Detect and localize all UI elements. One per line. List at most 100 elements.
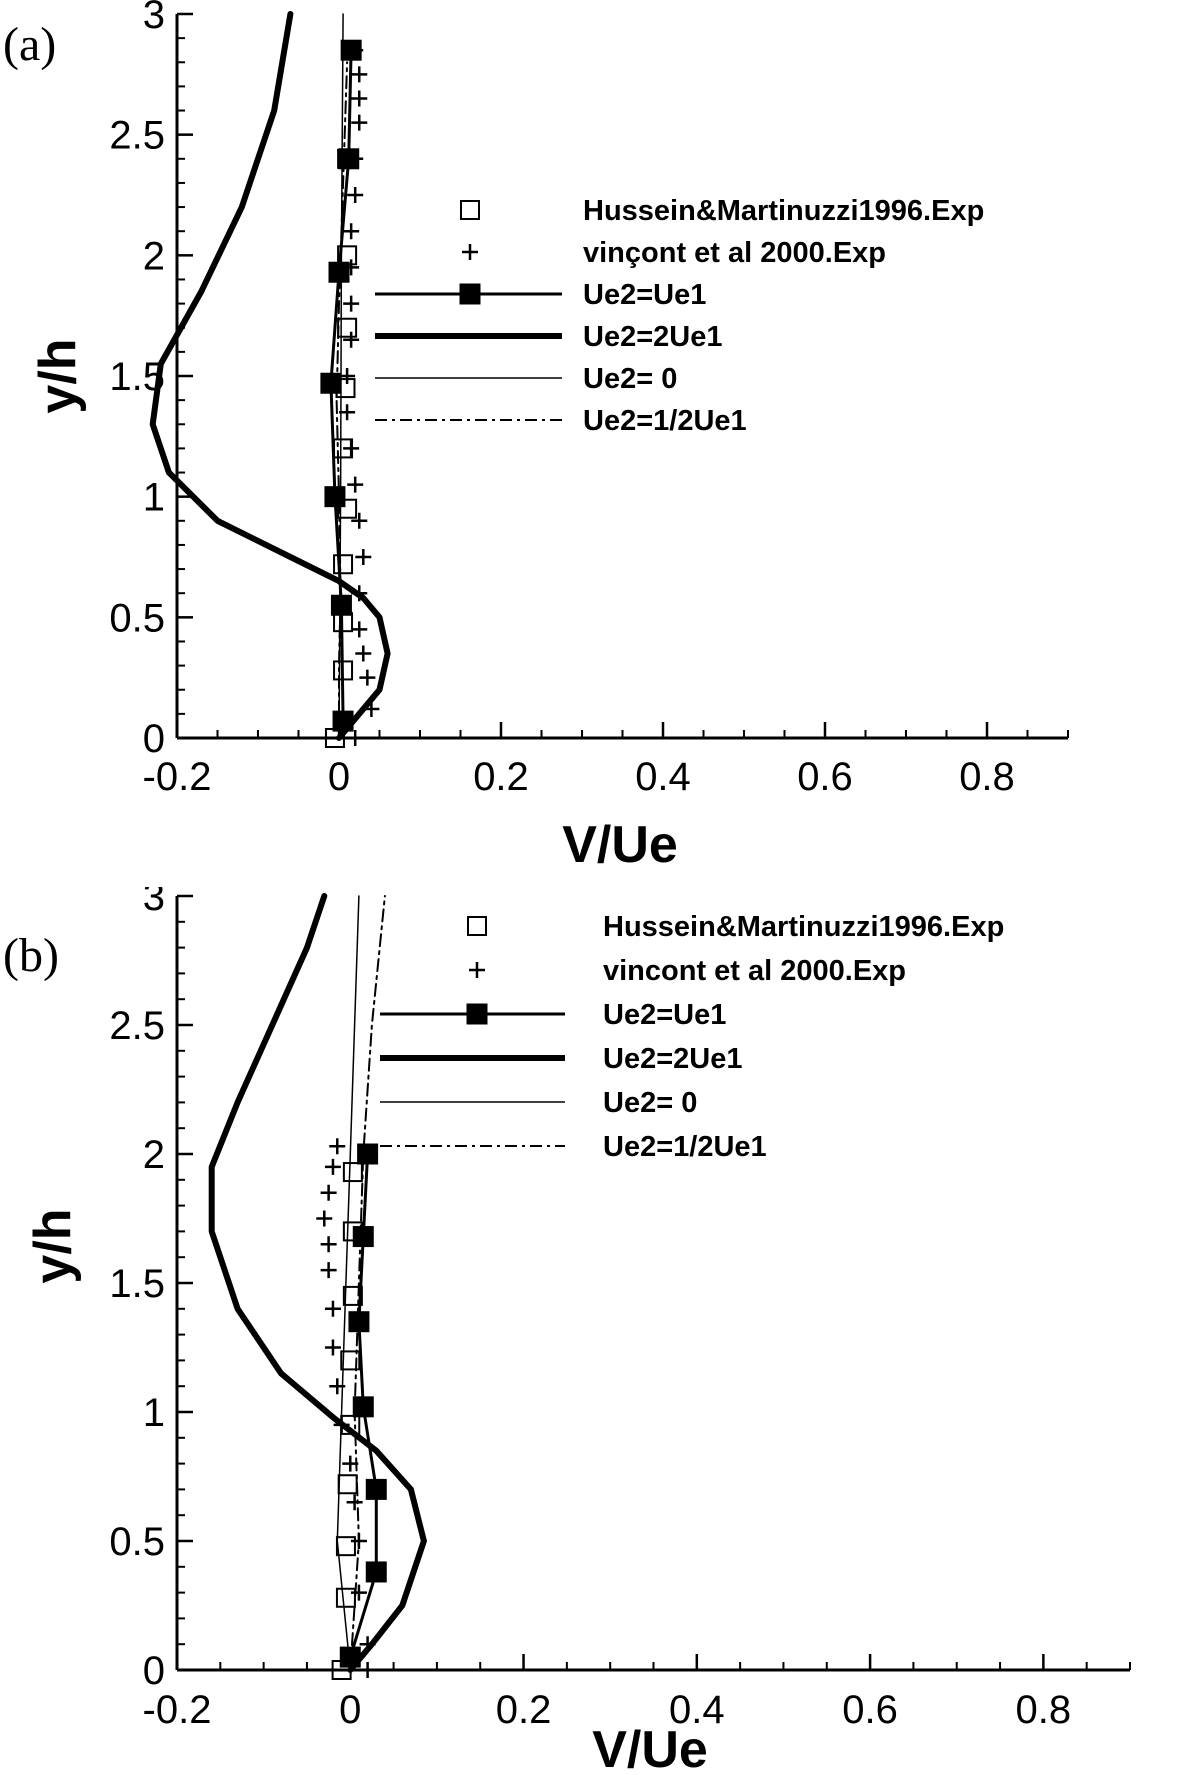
legend-label: Ue2=1/2Ue1	[603, 1131, 767, 1163]
data-point-open-square	[335, 1536, 356, 1557]
data-point-plus	[355, 645, 372, 662]
x-tick-label: 0.6	[842, 1688, 898, 1732]
series-line-thick	[149, 11, 391, 741]
data-point-plus	[320, 1184, 337, 1201]
legend-label: Ue2=Ue1	[603, 999, 726, 1031]
data-point-plus	[343, 440, 360, 457]
x-tick-label: 0.8	[959, 755, 1015, 799]
x-tick-label: 0.4	[635, 755, 691, 799]
chart-svg-a: (a)-0.2 0 0.2 0.4 0.6 0.800.511.522.53V/Uey/h…	[3, 0, 1069, 874]
data-point-plus	[343, 331, 360, 348]
data-point-plus	[347, 730, 364, 746]
legend-entry: Ue2=2Ue1	[375, 321, 722, 353]
y-tick-label: 0.5	[109, 596, 165, 640]
y-tick-label: 0	[143, 1649, 165, 1693]
data-point-filled-square	[340, 39, 362, 61]
data-point-plus	[347, 187, 364, 203]
legend-marker-open-square	[467, 916, 487, 936]
data-point-open-square	[337, 1474, 358, 1495]
legend-label: Hussein&Martinuzzi1996.Exp	[583, 195, 984, 227]
legend-entry: Ue2=1/2Ue1	[375, 405, 747, 437]
data-point-plus	[351, 621, 368, 638]
x-tick-label: -0.2	[143, 1688, 212, 1732]
legend-marker-plus	[469, 962, 485, 978]
legend-entry: Ue2=Ue1	[375, 279, 706, 311]
data-point-filled-square	[365, 1561, 387, 1583]
data-point-filled-square	[324, 486, 346, 508]
x-axis-title: V/Ue	[562, 816, 678, 874]
data-point-plus	[320, 1236, 337, 1253]
data-point-plus	[351, 90, 368, 107]
data-point-open-square	[333, 554, 354, 575]
legend-marker-filled-square	[459, 283, 481, 305]
data-point-plus	[324, 1158, 341, 1175]
legend-label: Ue2=1/2Ue1	[583, 405, 747, 437]
x-tick-label: 0.6	[797, 755, 853, 799]
data-point-plus	[316, 1210, 333, 1227]
y-axis-title: y/h	[29, 338, 87, 413]
data-point-plus	[324, 1300, 341, 1317]
x-tick-label: 0.8	[1016, 1688, 1072, 1732]
data-point-plus	[351, 512, 368, 529]
data-point-plus	[351, 114, 368, 131]
data-point-plus	[355, 549, 372, 565]
series-thick	[149, 11, 391, 741]
data-point-plus	[350, 1584, 367, 1601]
series-dashdot	[335, 61, 349, 739]
data-point-plus	[329, 1138, 346, 1155]
data-point-open-square	[340, 1350, 361, 1371]
data-point-open-square	[337, 498, 358, 519]
data-point-plus	[339, 404, 356, 421]
y-tick-label: 2.5	[109, 114, 165, 158]
legend-label: vinçont et al 2000.Exp	[583, 237, 886, 269]
series-line-thick	[208, 893, 427, 1673]
series-dashdot	[349, 895, 386, 1671]
x-tick-label: 0	[339, 1688, 361, 1732]
data-point-open-square	[342, 1162, 363, 1183]
series-line-thin	[336, 895, 360, 1671]
chart-panel-b: (b) -0.2 0 0.2 0.4 0.6 0.8 0 0.5 1 1.5 2 2.5 3 V/Ue y/h…	[0, 887, 1200, 1774]
legend-entry: Hussein&Martinuzzi1996.Exp	[467, 911, 1004, 943]
y-tick-label: 2	[143, 234, 165, 278]
y-tick-label: 2	[143, 1133, 165, 1177]
legend-label: Hussein&Martinuzzi1996.Exp	[603, 911, 1004, 943]
y-tick-label: 0	[143, 717, 165, 761]
legend-entry: Ue2=1/2Ue1	[380, 1131, 767, 1163]
chart-panel-a: (a) -0.2 0 0.2 0.4 0.6 0.8 0 0.5 1 1.5 2 2.5 3 V/Ue y/h…	[0, 0, 1200, 887]
data-point-plus	[324, 1339, 341, 1356]
x-axis-title: V/Ue	[592, 1721, 708, 1774]
legend-marker-plus	[462, 244, 478, 260]
x-tick-label: 0.2	[496, 1688, 552, 1732]
legend-label: vincont et al 2000.Exp	[603, 955, 906, 987]
data-point-open-square	[342, 1285, 363, 1306]
data-point-plus	[347, 476, 364, 493]
legend-marker-filled-square	[466, 1003, 488, 1025]
y-tick-label: 3	[143, 887, 165, 919]
data-point-filled-square	[365, 1478, 387, 1500]
data-point-open-square	[335, 1587, 356, 1608]
x-tick-label: 0.2	[473, 755, 529, 799]
data-point-filled-square	[352, 1226, 374, 1248]
x-tick-label: 0	[328, 755, 350, 799]
y-tick-label: 0.5	[109, 1520, 165, 1564]
legend-entry: Ue2= 0	[380, 1087, 697, 1119]
legend-label: Ue2=2Ue1	[583, 321, 722, 353]
data-point-plus	[359, 1662, 376, 1678]
series-line-dashdot	[335, 61, 349, 739]
x-tick-label: 0.4	[669, 1688, 725, 1732]
legend-entry: Hussein&Martinuzzi1996.Exp	[460, 195, 984, 227]
series-thick	[208, 893, 427, 1673]
panel-label: (b)	[3, 929, 59, 982]
data-point-filled-square	[352, 1396, 374, 1418]
data-point-filled-square	[357, 1143, 379, 1165]
legend-marker-open-square	[460, 200, 480, 220]
data-point-plus	[359, 669, 376, 686]
y-tick-label: 3	[143, 0, 165, 37]
x-tick-label: -0.2	[143, 755, 212, 799]
y-axis-title: y/h	[24, 1208, 82, 1283]
legend-entry: Ue2=2Ue1	[380, 1043, 742, 1075]
series-plus	[339, 42, 380, 746]
panel-label: (a)	[3, 18, 56, 71]
y-tick-label: 1	[143, 1391, 165, 1435]
y-tick-label: 1	[143, 476, 165, 520]
